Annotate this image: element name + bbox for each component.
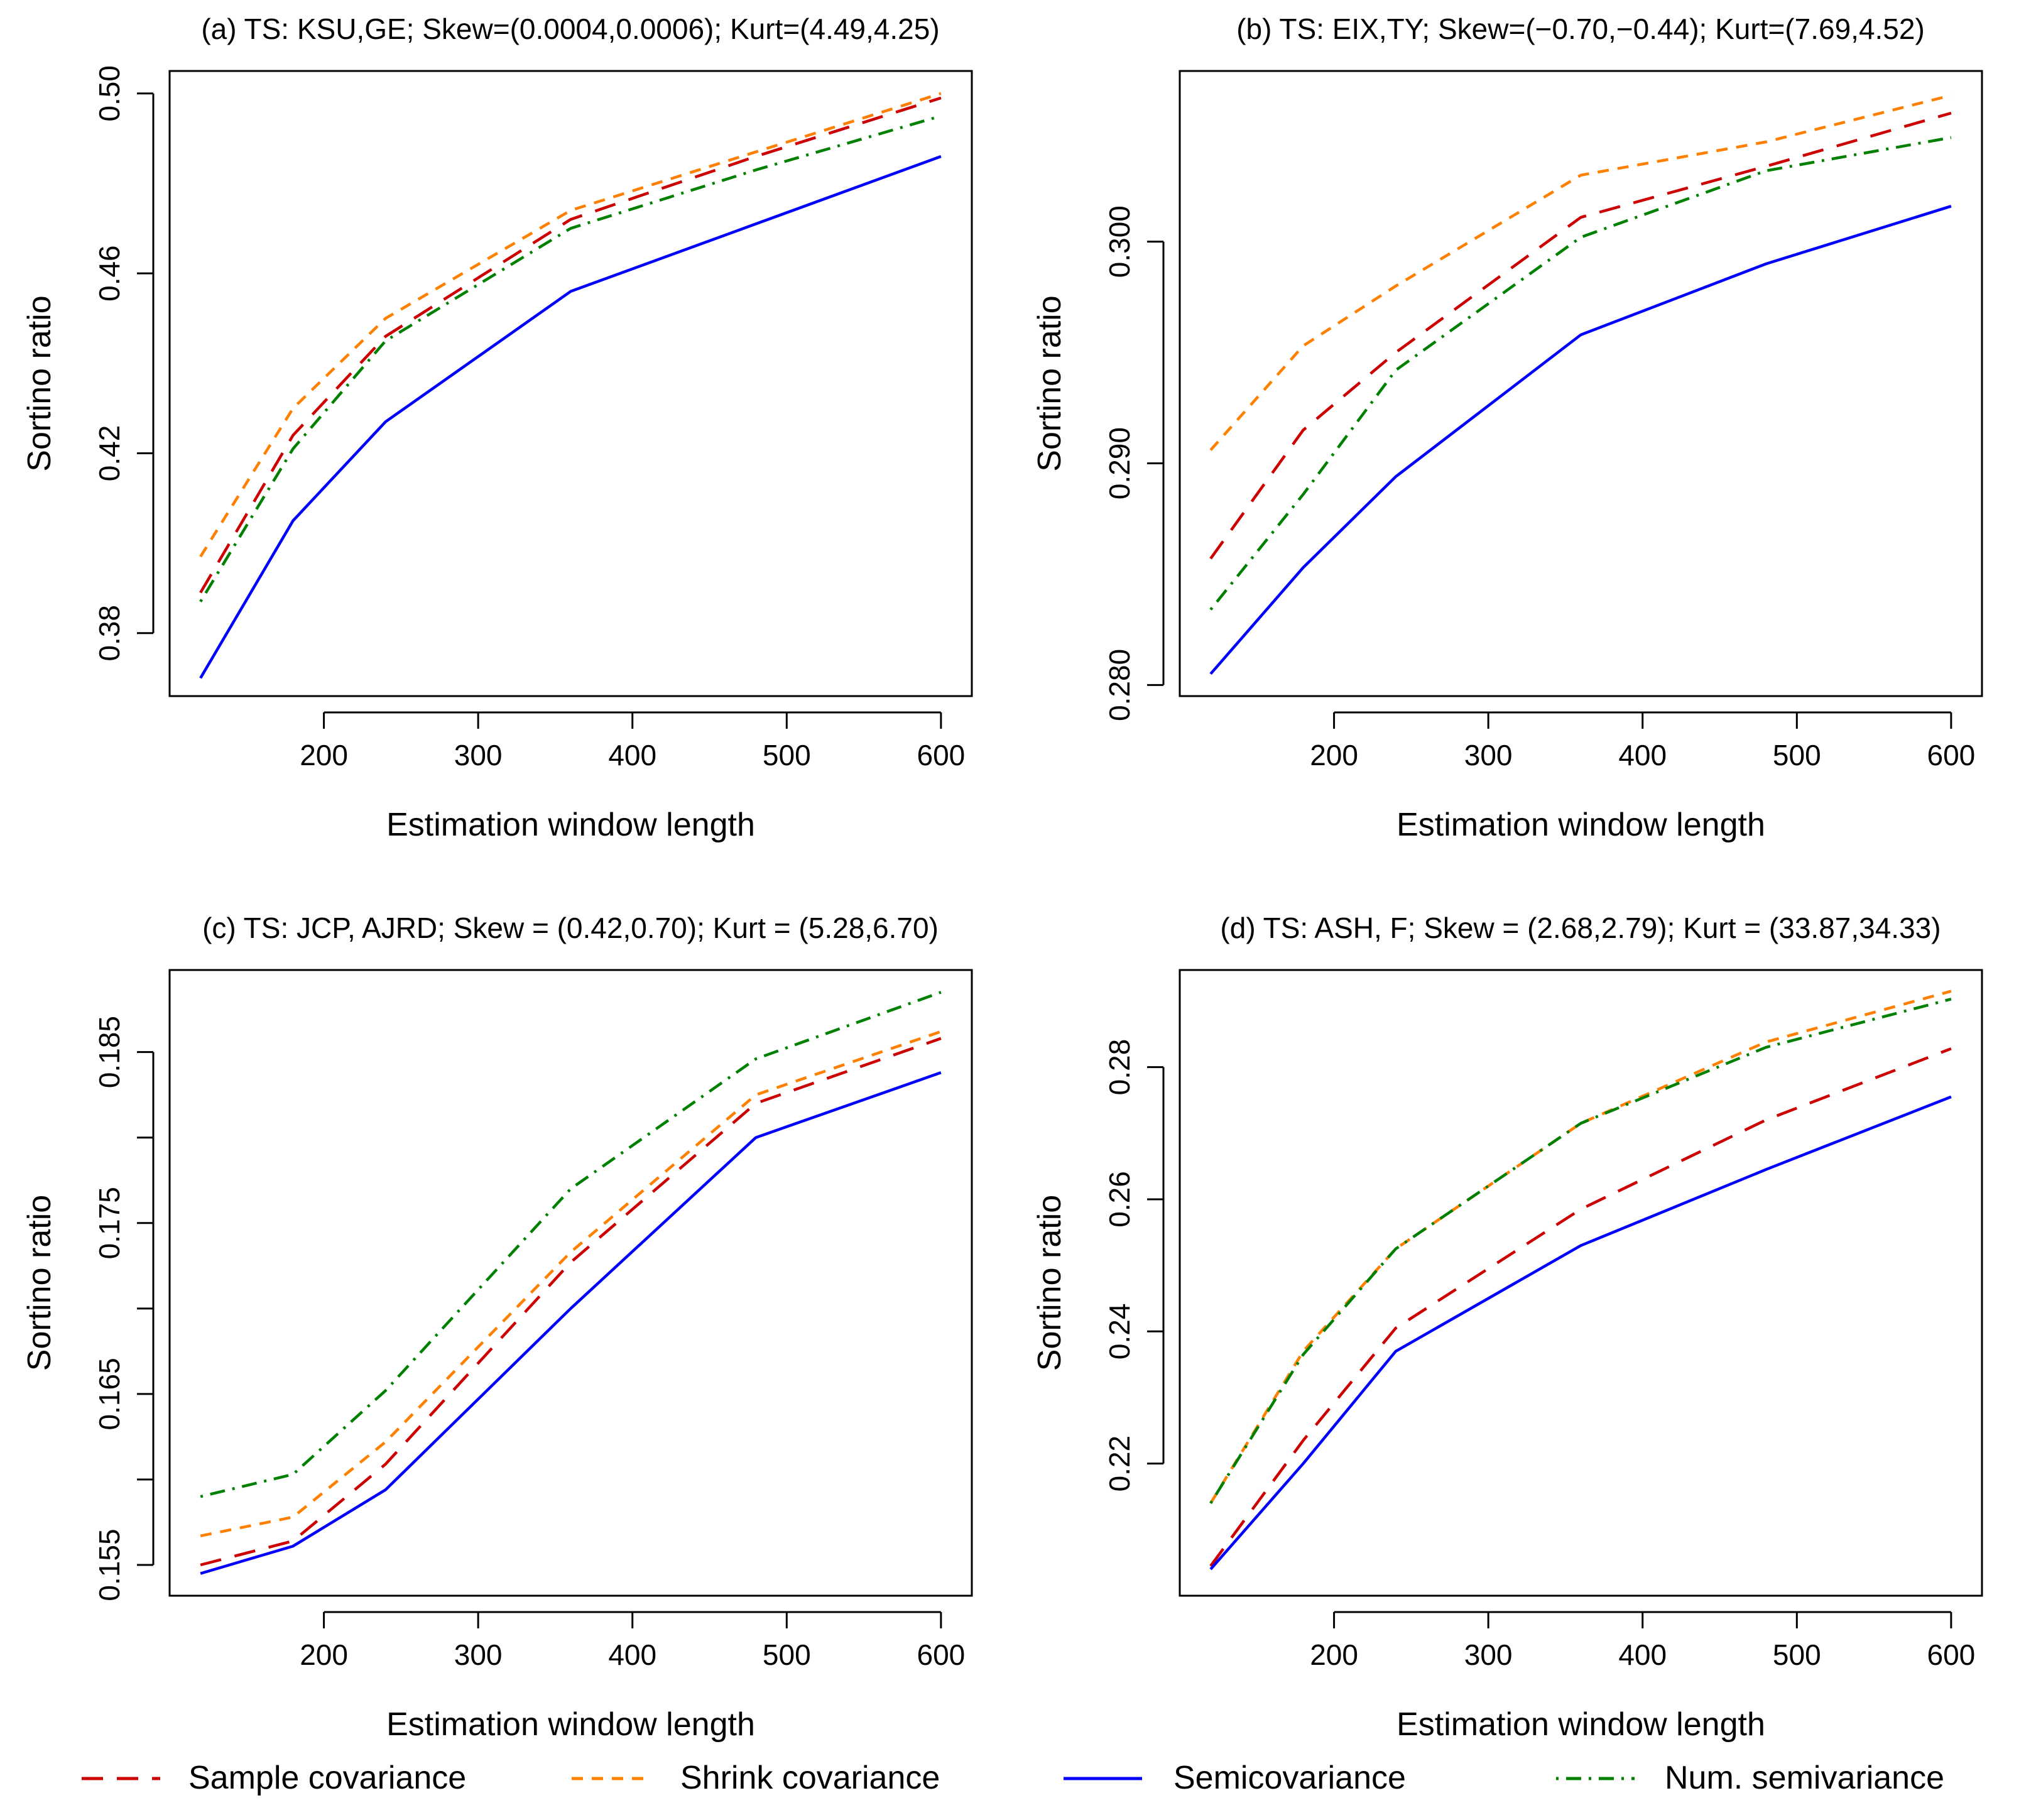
x-axis-label: Estimation window length	[386, 807, 755, 843]
y-axis-label: Sortino ratio	[1032, 1195, 1068, 1371]
panel-title: (b) TS: EIX,TY; Skew=(−0.70,−0.44); Kurt…	[1236, 13, 1925, 45]
chart-panels: (a) TS: KSU,GE; Skew=(0.0004,0.0006); Ku…	[21, 13, 1983, 1743]
legend-label: Num. semivariance	[1665, 1760, 1944, 1796]
chart-panel-4: (d) TS: ASH, F; Skew = (2.68,2.79); Kurt…	[1032, 912, 1983, 1743]
x-tick-label: 600	[1927, 1638, 1976, 1671]
x-tick-label: 200	[300, 1638, 348, 1671]
series-line-shrink-covariance	[200, 1030, 942, 1538]
legend-item: Sample covariance	[82, 1760, 466, 1796]
x-axis-label: Estimation window length	[1396, 807, 1765, 843]
x-tick-label: 200	[300, 739, 348, 771]
series-line-num-semivariance	[1209, 136, 1952, 611]
series-line-shrink-covariance	[1209, 989, 1952, 1504]
x-tick-label: 300	[1464, 1638, 1513, 1671]
y-tick-label: 0.175	[93, 1187, 126, 1259]
series-group	[199, 92, 942, 679]
series-line-sample-covariance	[1209, 111, 1952, 560]
chart-panel-3: (c) TS: JCP, AJRD; Skew = (0.42,0.70); K…	[21, 912, 973, 1743]
x-axis-label: Estimation window length	[1396, 1706, 1765, 1743]
x-tick-label: 600	[1927, 739, 1976, 771]
series-line-shrink-covariance	[199, 92, 942, 558]
y-tick-label: 0.28	[1103, 1039, 1136, 1096]
plot-frame	[1179, 70, 1983, 697]
x-tick-label: 400	[608, 1638, 656, 1671]
y-tick-label: 0.185	[93, 1016, 126, 1088]
y-tick-label: 0.290	[1103, 427, 1136, 499]
x-tick-label: 500	[763, 1638, 811, 1671]
plot-frame	[168, 969, 973, 1597]
y-tick-label: 0.46	[93, 245, 126, 302]
x-axis: 200 300 400 500 600 Estimation window length	[300, 1611, 966, 1743]
series-line-sample-covariance	[200, 1037, 942, 1567]
legend: Sample covariance Shrink covariance Semico…	[82, 1760, 1944, 1796]
panel-title: (a) TS: KSU,GE; Skew=(0.0004,0.0006); Ku…	[201, 13, 939, 45]
y-tick-label: 0.300	[1103, 205, 1136, 278]
x-tick-label: 300	[1464, 739, 1513, 771]
x-tick-label: 500	[1773, 739, 1821, 771]
series-group	[1209, 989, 1952, 1571]
y-axis-label: Sortino ratio	[21, 1195, 58, 1371]
legend-item: Semicovariance	[1064, 1760, 1406, 1796]
y-axis-label: Sortino ratio	[1032, 295, 1068, 471]
series-group	[200, 991, 942, 1575]
y-tick-label: 0.42	[93, 425, 126, 482]
x-tick-label: 200	[1310, 739, 1358, 771]
x-tick-label: 600	[917, 1638, 966, 1671]
x-axis-label: Estimation window length	[386, 1706, 755, 1743]
y-axis: 0.22 0.24 0.26 0.28 Sortino ratio	[1032, 1039, 1165, 1492]
y-tick-label: 0.50	[93, 65, 126, 122]
x-axis: 200 300 400 500 600 Estimation window length	[1310, 1611, 1976, 1743]
x-tick-label: 200	[1310, 1638, 1358, 1671]
y-axis-label: Sortino ratio	[21, 295, 58, 471]
series-line-num-semivariance	[199, 114, 942, 602]
x-axis: 200 300 400 500 600 Estimation window length	[300, 711, 966, 843]
y-tick-label: 0.24	[1103, 1304, 1136, 1360]
y-tick-label: 0.165	[93, 1358, 126, 1430]
panel-title: (d) TS: ASH, F; Skew = (2.68,2.79); Kurt…	[1220, 912, 1941, 944]
y-axis: 0.280 0.290 0.300 Sortino ratio	[1032, 205, 1165, 721]
panel-title: (c) TS: JCP, AJRD; Skew = (0.42,0.70); K…	[202, 912, 939, 944]
series-line-sample-covariance	[199, 96, 942, 594]
legend-label: Semicovariance	[1173, 1760, 1406, 1796]
legend-item: Shrink covariance	[572, 1760, 940, 1796]
series-line-semicovariance	[199, 155, 942, 679]
series-line-num-semivariance	[200, 991, 942, 1498]
series-line-num-semivariance	[1209, 998, 1952, 1504]
x-tick-label: 300	[454, 739, 503, 771]
y-tick-label: 0.22	[1103, 1436, 1136, 1492]
legend-label: Sample covariance	[188, 1760, 466, 1796]
series-line-semicovariance	[1209, 205, 1952, 675]
plot-frame	[1179, 969, 1983, 1597]
chart-panel-1: (a) TS: KSU,GE; Skew=(0.0004,0.0006); Ku…	[21, 13, 973, 843]
legend-item: Num. semivariance	[1556, 1760, 1944, 1796]
x-tick-label: 500	[1773, 1638, 1821, 1671]
x-axis: 200 300 400 500 600 Estimation window length	[1310, 711, 1976, 843]
y-tick-label: 0.26	[1103, 1171, 1136, 1228]
x-tick-label: 600	[917, 739, 966, 771]
y-tick-label: 0.280	[1103, 649, 1136, 721]
x-tick-label: 500	[763, 739, 811, 771]
series-group	[1209, 94, 1952, 675]
x-tick-label: 400	[608, 739, 656, 771]
series-line-semicovariance	[200, 1071, 942, 1575]
chart-panel-2: (b) TS: EIX,TY; Skew=(−0.70,−0.44); Kurt…	[1032, 13, 1983, 843]
y-tick-label: 0.38	[93, 605, 126, 662]
series-line-semicovariance	[1209, 1095, 1952, 1571]
x-tick-label: 400	[1618, 739, 1667, 771]
series-line-shrink-covariance	[1209, 94, 1952, 451]
legend-label: Shrink covariance	[680, 1760, 940, 1796]
plot-frame	[168, 70, 973, 697]
x-tick-label: 400	[1618, 1638, 1667, 1671]
x-tick-label: 300	[454, 1638, 503, 1671]
y-axis: 0.155 0.165 0.175 0.185 Sortino ratio	[21, 1016, 155, 1601]
y-axis: 0.38 0.42 0.46 0.50 Sortino ratio	[21, 65, 155, 662]
y-tick-label: 0.155	[93, 1528, 126, 1601]
